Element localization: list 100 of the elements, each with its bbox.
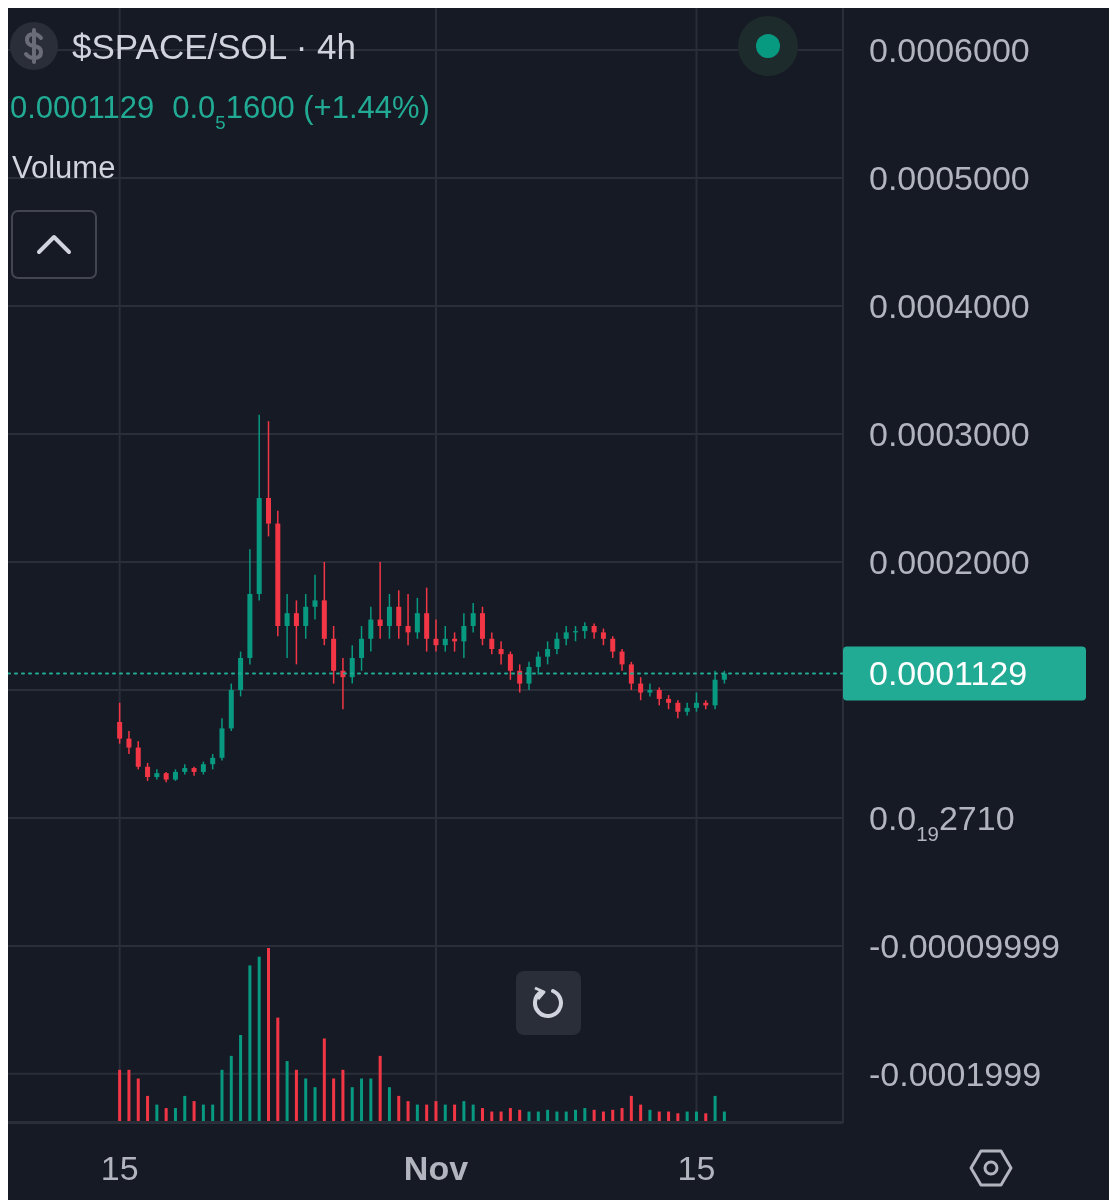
candlestick [507,650,513,681]
candlestick [489,631,495,655]
bar [257,956,261,1122]
bar [267,948,270,1122]
bar [434,1101,438,1122]
bar [211,1104,215,1122]
candlestick [349,644,355,685]
bar [285,1061,289,1122]
bar [192,1101,196,1122]
candlestick [126,730,132,755]
bar [480,1108,484,1122]
bar [620,1108,624,1122]
bar [583,1108,587,1122]
bar [201,1104,205,1122]
bar [639,1104,643,1122]
bar [155,1104,159,1122]
bar [229,1055,233,1122]
x-tick-label: 15 [677,1149,716,1187]
bar [378,1055,382,1122]
bar [713,1095,717,1122]
candlestick [386,593,392,640]
bar [360,1078,364,1122]
text: $SPACE/SOL · 4h [72,27,357,66]
annotation: Volume [12,150,116,185]
candlestick [498,640,504,666]
bar [453,1104,457,1122]
bar [248,965,252,1122]
bar [127,1069,131,1122]
candlestick [693,691,699,713]
bar [220,1069,224,1122]
candlestick [303,593,309,640]
bar [508,1108,512,1122]
bar [304,1078,308,1122]
bar [397,1095,401,1122]
candlestick [433,618,439,653]
candlestick [284,593,290,659]
bar [471,1104,475,1122]
y-tick-label: -0.00009999 [869,926,1060,965]
x-tick-label: Nov [403,1149,469,1187]
candlestick [293,599,299,666]
bar [332,1078,336,1122]
y-tick-label: -0.0001999 [869,1054,1042,1093]
bar [276,1017,280,1122]
bar [406,1101,410,1122]
candlestick [154,768,160,781]
candlestick [517,663,523,694]
bar [239,1035,243,1122]
y-tick-label: 0.0006000 [869,30,1030,69]
y-tick-label: 0.0003000 [869,414,1030,453]
y-tick-label: 0.0002000 [869,542,1030,581]
candlestick [684,702,690,717]
y-tick-label: 0.0005000 [869,158,1030,197]
bar [704,1113,708,1122]
candlestick [359,625,365,672]
candlestick [414,597,420,640]
candlestick [545,640,551,666]
candlestick [554,631,560,655]
candlestick [638,676,644,701]
candlestick [619,648,625,672]
candlestick [377,561,383,640]
bar [629,1095,633,1122]
bar [164,1108,168,1122]
candlestick [396,589,402,640]
bar [294,1069,298,1122]
ref-line-label: 0.0001129 [869,654,1028,693]
candlestick [526,661,532,691]
candlestick [442,625,448,653]
candlestick [628,661,634,691]
bar [415,1104,419,1122]
candlestick [405,593,411,646]
bar [443,1104,447,1122]
candlestick [610,635,616,659]
x-tick-label: 15 [100,1149,139,1187]
y-tick-label: 0.0$_{19}$2710 [869,798,1015,845]
candlestick [312,574,318,621]
bar [341,1069,345,1122]
bar [350,1087,354,1122]
candlestick [647,682,653,698]
bar [462,1101,466,1122]
bar [387,1087,391,1122]
bar [313,1087,317,1122]
bar [173,1108,177,1122]
bar [183,1095,187,1122]
candlestick [135,740,141,771]
bar [146,1095,150,1122]
bar [136,1078,140,1122]
candlestick [582,621,588,640]
candlestick [368,606,374,653]
candlestick [563,625,569,646]
bar [425,1104,429,1122]
candlestick [535,650,541,676]
annotation: 0.0$_{5}$1600 (+1.44%) [172,90,430,133]
candlestick [117,702,123,745]
bar [369,1078,373,1122]
y-tick-label: 0.0004000 [869,286,1030,325]
annotation: 0.0001129 [10,90,155,125]
candlestick [470,602,476,634]
bar [118,1069,122,1122]
bar [322,1038,326,1122]
candlestick [461,612,467,659]
